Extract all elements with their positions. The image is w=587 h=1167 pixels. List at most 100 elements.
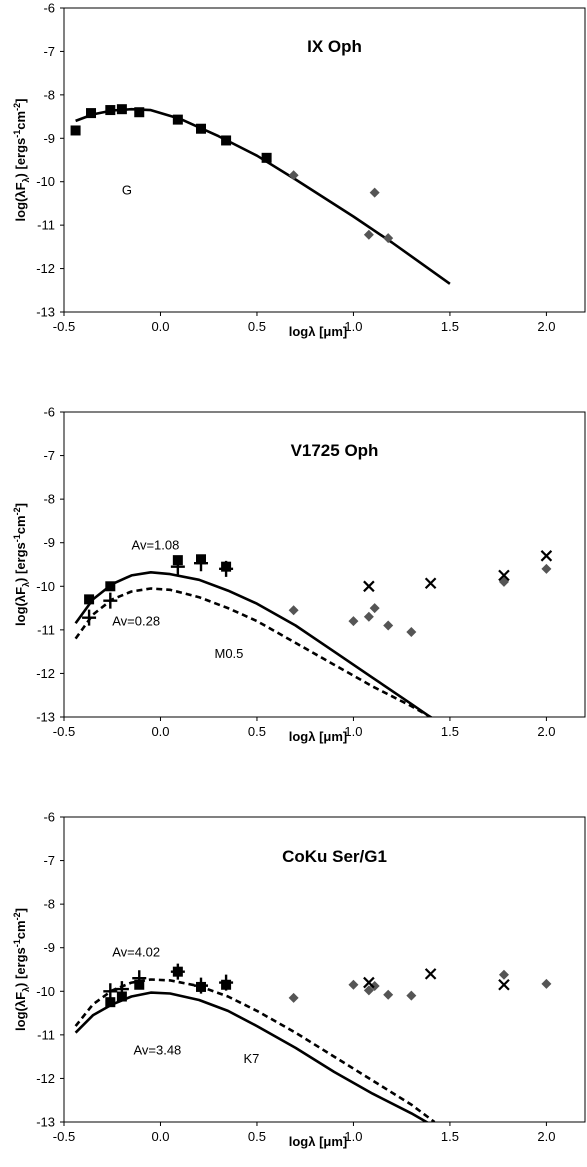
annotation-label: K7 [243,1051,259,1066]
y-axis-label-part: -2 [12,507,22,515]
data-point-diamond [369,603,380,614]
x-tick-label: -0.5 [53,319,75,334]
chart-panel-1: -6 -7 -8 -9 -10 -11 -12 -13-0.5 0.0 0.5 1.0 1.5 2.0 I… [12,1,586,339]
y-axis-label-part: ) [ergs [13,138,28,178]
data-point-diamond [406,990,417,1001]
data-point-diamond [383,233,394,244]
x-axis-label: logλ [μm] [289,324,348,339]
y-tick-label: -11 [37,1027,55,1042]
data-point-diamond [363,229,374,240]
x-tick-label: -0.5 [53,724,75,739]
y-tick-label: -10 [36,984,55,999]
x-tick-label: 1.5 [441,319,459,334]
y-tick-label: -8 [43,492,55,507]
y-axis-label: log(λFλ) [ergs-1cm-2] [12,99,31,222]
y-tick-label: -7 [43,448,55,463]
x-tick-label: 1.0 [344,319,362,334]
data-point-cross [498,569,510,582]
y-tick-label: -10 [36,579,55,594]
data-point-diamond [383,989,394,1000]
plot-frame [63,816,586,1123]
x-tick-label: 0.5 [248,319,266,334]
data-point-diamond [363,611,374,622]
y-axis-label-part: λ [21,582,31,587]
chart-panel-3: -6 -7 -8 -9 -10 -11 -12 -13-0.5 0.0 0.5 1.0 1.5 2.0 C… [12,810,586,1149]
series-group [74,963,552,1122]
y-axis-label-part: cm [13,111,28,130]
y-axis-label-part: ) [ergs [13,947,28,987]
chart-title: CoKu Ser/G1 [282,847,387,866]
y-axis-label-part: cm [13,515,28,534]
data-point-plus [194,977,209,994]
model-curve-solid [74,991,430,1122]
annotation-label: Av=4.02 [112,944,160,959]
data-point-diamond [348,616,359,627]
data-point-plus [103,983,118,1000]
x-tick-label: 1.0 [344,1129,362,1144]
y-axis-label-part: ) [ergs [13,542,28,582]
annotation-label: Av=1.08 [132,537,180,552]
y-axis-label-part: cm [13,920,28,939]
data-point-square [116,104,127,115]
x-tick-label: 1.5 [441,724,459,739]
data-point-diamond [406,627,417,638]
data-point-plus [82,609,97,626]
data-point-diamond [369,981,380,992]
data-point-diamond [348,979,359,990]
y-axis-label-part: log(λF [13,587,28,626]
y-axis-label-part: -2 [12,103,22,111]
annotation-label: Av=3.48 [133,1042,181,1057]
data-point-square [221,135,232,146]
data-point-square [105,581,116,592]
data-point-plus [194,555,209,572]
y-tick-label: -8 [43,87,55,102]
data-point-diamond [288,992,299,1003]
plot-frame [63,7,586,313]
data-point-diamond [541,978,552,989]
data-point-square [261,152,272,163]
y-tick-label: -11 [37,218,55,233]
y-axis-label-part: -1 [12,939,22,947]
chart-title: V1725 Oph [291,441,379,460]
data-point-plus [114,981,129,998]
data-point-cross [424,968,437,980]
data-point-plus [219,974,234,991]
data-point-square [172,114,183,125]
y-axis-label-part: ] [13,503,28,507]
data-point-square [196,123,207,134]
y-tick-label: -8 [43,897,55,912]
y-axis-label-part: ] [13,99,28,103]
data-point-square [105,105,116,116]
data-point-square [134,107,145,118]
model-curve-solid [74,570,433,717]
annotation-label: M0.5 [215,646,244,661]
y-axis-label-part: -1 [12,534,22,542]
y-tick-label: -11 [37,622,55,637]
data-point-diamond [383,620,394,631]
model-curve-dashed [74,587,434,717]
chart-panel-2: -6 -7 -8 -9 -10 -11 -12 -13-0.5 0.0 0.5 1.0 1.5 2.0 V… [12,405,586,744]
y-axis-label-part: log(λF [13,182,28,221]
y-axis-label-part: ] [13,908,28,912]
x-axis-label: logλ [μm] [289,1134,348,1149]
y-tick-label: -10 [36,174,55,189]
data-point-square [105,997,116,1008]
data-point-cross [363,580,375,593]
x-tick-label: 0.0 [151,724,169,739]
data-point-cross [424,577,437,590]
chart-title: IX Oph [307,37,362,56]
data-point-plus [170,558,185,575]
y-tick-label: -13 [36,305,55,320]
y-tick-label: -13 [36,1115,55,1130]
x-tick-label: 0.0 [151,1129,169,1144]
y-tick-label: -12 [36,666,55,681]
y-tick-label: -9 [43,940,55,955]
data-point-plus [170,963,185,980]
annotation-label: Av=0.28 [112,614,160,629]
y-axis-label-part: λ [21,987,31,992]
y-axis-label: log(λFλ) [ergs-1cm-2] [12,908,31,1031]
y-tick-label: -7 [43,44,55,59]
y-tick-label: -6 [43,405,55,420]
data-point-square [84,594,95,605]
